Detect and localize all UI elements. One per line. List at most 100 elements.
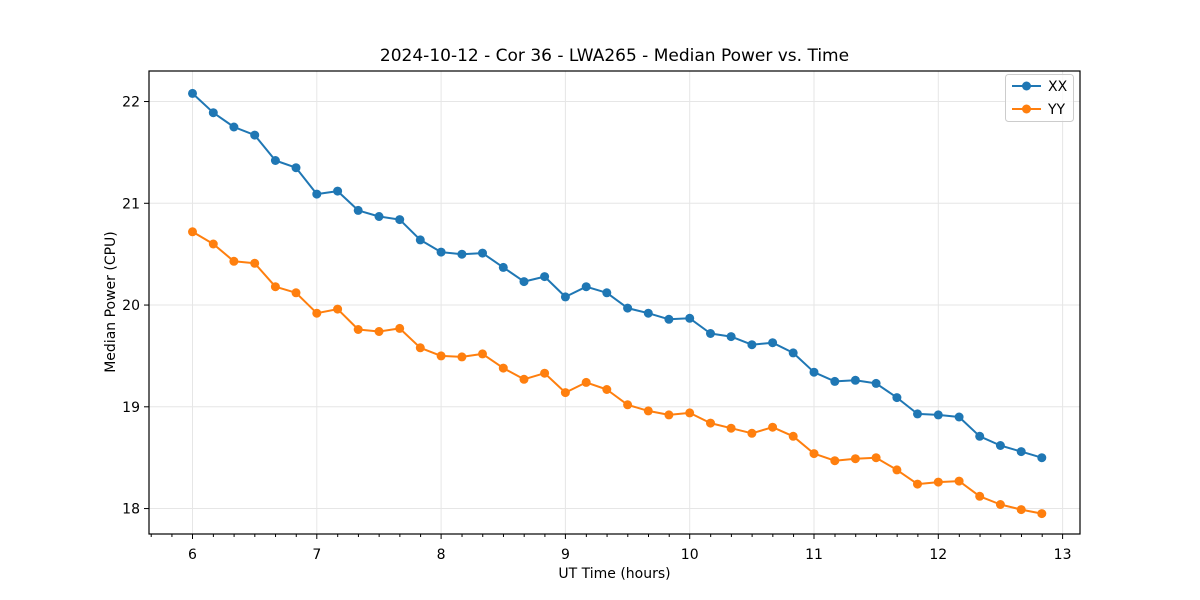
data-point-XX: [457, 249, 467, 259]
x-tick-label: 11: [805, 547, 823, 563]
x-axis-label: UT Time (hours): [558, 566, 671, 582]
y-tick-label: 21: [122, 196, 140, 212]
data-point-XX: [850, 375, 860, 385]
legend-marker-XX: [1022, 81, 1031, 91]
x-tick-label: 13: [1054, 547, 1072, 563]
data-point-XX: [188, 88, 197, 98]
y-tick-label: 19: [122, 400, 140, 416]
y-tick-label: 18: [122, 502, 140, 518]
data-point-XX: [270, 156, 280, 165]
data-point-YY: [933, 477, 943, 487]
data-point-YY: [954, 476, 964, 486]
data-point-YY: [312, 308, 322, 318]
data-point-XX: [892, 393, 902, 403]
data-point-YY: [664, 410, 674, 420]
data-point-YY: [229, 256, 239, 266]
x-tick-label: 7: [312, 547, 321, 563]
y-tick-label: 22: [122, 95, 140, 111]
data-point-XX: [830, 376, 840, 386]
data-point-YY: [540, 368, 550, 378]
data-point-XX: [954, 412, 964, 422]
chart-title: 2024-10-12 - Cor 36 - LWA265 - Median Po…: [379, 46, 850, 66]
data-point-XX: [706, 329, 715, 338]
data-point-XX: [581, 282, 591, 292]
data-point-XX: [436, 247, 446, 257]
data-point-YY: [208, 239, 218, 249]
data-point-YY: [1016, 505, 1026, 515]
data-point-XX: [395, 215, 405, 225]
data-point-YY: [333, 304, 343, 314]
data-point-XX: [333, 186, 343, 196]
x-tick-label: 10: [681, 547, 699, 563]
data-point-YY: [706, 418, 715, 428]
data-point-YY: [188, 227, 197, 237]
data-point-XX: [229, 122, 239, 132]
data-point-XX: [602, 288, 612, 298]
x-tick-label: 8: [437, 547, 446, 563]
legend-label-YY: YY: [1047, 102, 1066, 118]
data-point-XX: [540, 272, 550, 282]
legend-marker-YY: [1022, 104, 1031, 114]
data-point-YY: [270, 282, 280, 292]
data-point-YY: [768, 422, 778, 432]
data-point-YY: [457, 352, 467, 362]
data-point-YY: [602, 385, 612, 394]
data-point-XX: [975, 431, 985, 441]
data-point-YY: [353, 325, 363, 334]
data-point-YY: [519, 374, 529, 384]
plot-border: [148, 70, 1081, 535]
data-point-YY: [913, 479, 922, 489]
data-point-XX: [913, 409, 922, 419]
data-point-YY: [395, 323, 405, 333]
data-point-XX: [747, 340, 757, 350]
data-point-XX: [726, 332, 736, 342]
data-point-XX: [208, 108, 218, 118]
data-point-YY: [498, 363, 508, 373]
data-point-XX: [788, 348, 798, 358]
data-point-YY: [830, 456, 840, 466]
data-point-XX: [353, 205, 363, 215]
data-point-YY: [436, 351, 446, 361]
data-point-YY: [726, 423, 736, 433]
data-point-YY: [1037, 509, 1047, 519]
y-tick-label: 20: [122, 298, 140, 314]
x-tick-label: 12: [929, 547, 947, 563]
data-point-XX: [623, 303, 633, 313]
data-point-YY: [995, 500, 1005, 509]
data-point-XX: [478, 248, 487, 258]
data-point-YY: [581, 377, 591, 387]
data-point-YY: [747, 428, 757, 438]
data-point-YY: [623, 400, 633, 410]
data-point-YY: [291, 288, 301, 298]
data-point-YY: [560, 388, 570, 398]
y-axis-label: Median Power (CPU): [103, 231, 119, 373]
data-point-YY: [788, 431, 798, 441]
data-point-XX: [374, 212, 384, 221]
data-point-XX: [312, 189, 322, 199]
data-point-YY: [850, 454, 860, 464]
data-point-YY: [685, 408, 695, 418]
data-point-YY: [871, 453, 881, 463]
data-point-XX: [995, 441, 1005, 450]
data-point-YY: [415, 343, 425, 353]
data-point-XX: [685, 313, 695, 323]
series-line-YY: [191, 230, 1043, 515]
x-tick-label: 6: [188, 547, 197, 563]
data-point-YY: [892, 465, 902, 475]
data-point-YY: [975, 491, 985, 501]
data-point-YY: [809, 449, 819, 459]
data-point-XX: [291, 163, 301, 173]
data-point-XX: [519, 277, 529, 287]
data-point-XX: [809, 367, 819, 377]
legend-label-XX: XX: [1048, 79, 1068, 95]
data-point-XX: [250, 130, 260, 140]
data-point-YY: [478, 349, 487, 359]
data-point-XX: [1037, 453, 1047, 463]
data-point-XX: [643, 308, 653, 318]
data-point-XX: [664, 314, 674, 324]
data-point-XX: [768, 338, 778, 348]
data-point-XX: [1016, 447, 1026, 457]
data-point-XX: [560, 292, 570, 302]
